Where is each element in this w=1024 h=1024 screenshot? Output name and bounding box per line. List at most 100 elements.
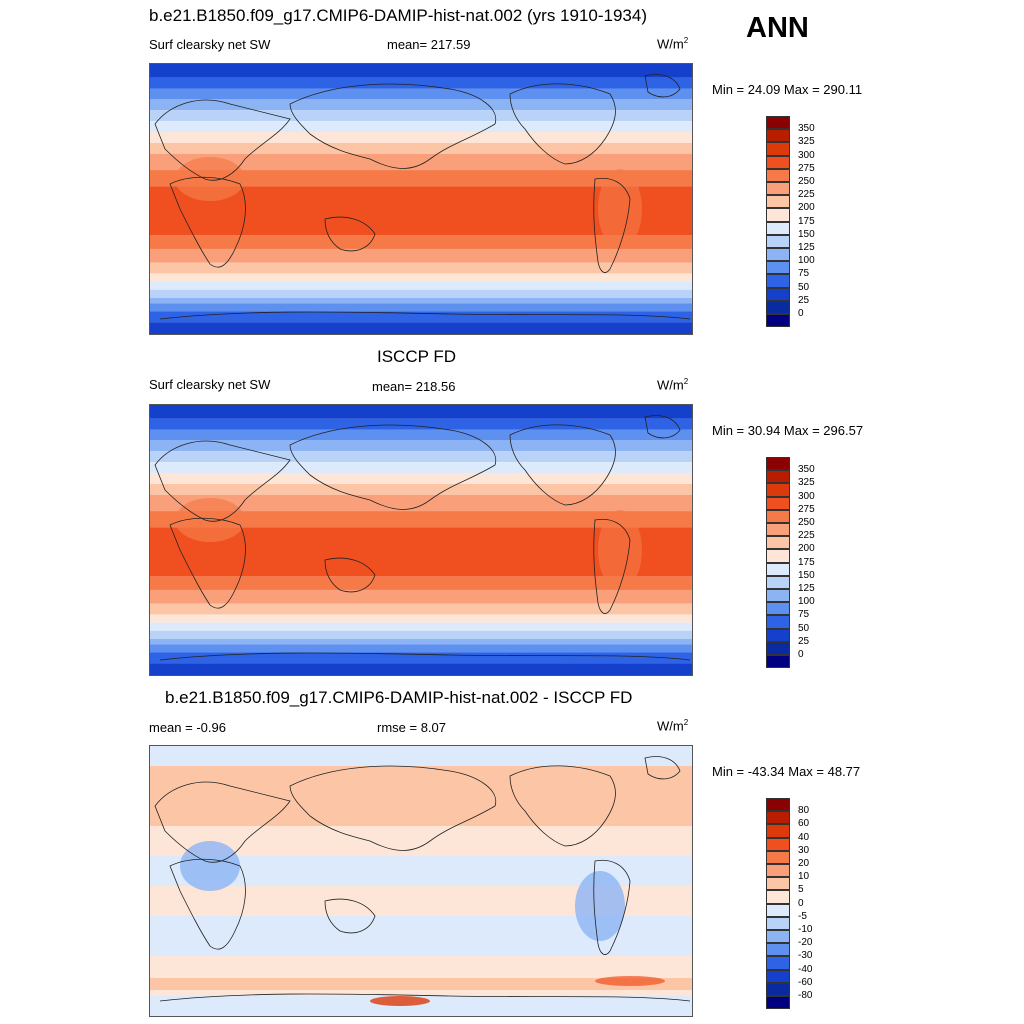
season-label: ANN	[746, 12, 809, 44]
colorbar-swatch	[766, 509, 790, 523]
coastlines	[154, 74, 691, 320]
colorbar-swatch	[766, 234, 790, 248]
panel-3-minmax: Min = -43.34 Max = 48.77	[712, 764, 861, 779]
colorbar-tick-label: 125	[798, 242, 815, 253]
colorbar-tick-label: 150	[798, 228, 815, 240]
colorbar-tick-label: 50	[798, 622, 810, 634]
colorbar-swatch	[766, 930, 790, 944]
colorbar-tick-label: 175	[798, 556, 815, 568]
colorbar-tick-label: 0	[798, 308, 804, 319]
colorbar-swatch	[766, 182, 790, 196]
colorbar-swatch	[766, 195, 790, 209]
colorbar-swatch	[766, 916, 790, 930]
colorbar-swatch	[766, 655, 790, 669]
colorbar-tick-label: -40	[798, 963, 813, 975]
panel-1-minmax: Min = 24.09 Max = 290.11	[712, 82, 863, 97]
colorbar-swatch	[766, 287, 790, 301]
colorbar-tick-label: -80	[798, 990, 813, 1001]
panel-1-mean-label: mean= 217.59	[387, 37, 471, 52]
colorbar-tick-label: 325	[798, 477, 815, 489]
panel-1-variable-label: Surf clearsky net SW	[149, 37, 271, 52]
colorbar-swatch	[766, 483, 790, 497]
colorbar-swatch	[766, 470, 790, 484]
colorbar-swatch	[766, 496, 790, 510]
panel-2-map-svg	[150, 405, 692, 675]
colorbar-tick-label: 325	[798, 136, 815, 148]
colorbar-swatch	[766, 628, 790, 642]
colorbar-swatch	[766, 116, 790, 130]
panel-1-map	[149, 63, 693, 335]
colorbar-tick-label: 10	[798, 871, 810, 883]
colorbar-tick-label: 300	[798, 490, 815, 502]
colorbar-swatch	[766, 575, 790, 589]
colorbar-swatch	[766, 850, 790, 864]
colorbar-swatch	[766, 142, 790, 156]
colorbar-swatch	[766, 562, 790, 576]
colorbar-tick-label: 75	[798, 609, 810, 621]
colorbar-swatch	[766, 890, 790, 904]
colorbar-swatch	[766, 549, 790, 563]
panel-1-units: W/m2	[657, 36, 689, 52]
colorbar-swatch	[766, 248, 790, 262]
colorbar-tick-label: -10	[798, 924, 813, 935]
colorbar-tick-label: 80	[798, 805, 810, 817]
colorbar-tick-label: 250	[798, 517, 815, 528]
colorbar-swatch	[766, 155, 790, 169]
colorbar-tick-label: 300	[798, 149, 815, 161]
colorbar-tick-label: 40	[798, 831, 810, 843]
panel-2-variable-label: Surf clearsky net SW	[149, 377, 271, 392]
colorbar-swatch	[766, 314, 790, 328]
colorbar-swatch	[766, 208, 790, 222]
colorbar-swatch	[766, 982, 790, 996]
colorbar-tick-label: 275	[798, 503, 815, 515]
colorbar-swatch	[766, 261, 790, 275]
colorbar-tick-label: 225	[798, 189, 815, 201]
colorbar-tick-label: 20	[798, 858, 810, 869]
colorbar-swatch	[766, 811, 790, 825]
colorbar-tick-label: -5	[798, 910, 807, 922]
colorbar-tick-label: 5	[798, 884, 804, 896]
panel-2-title: ISCCP FD	[377, 347, 457, 366]
panel-2-map	[149, 404, 693, 676]
colorbar-tick-label: 100	[798, 255, 815, 267]
colorbar-tick-label: 0	[798, 649, 804, 660]
colorbar-swatch	[766, 457, 790, 471]
panel-1-map-svg	[150, 64, 692, 334]
colorbar-swatch	[766, 969, 790, 983]
panel-3-title: b.e21.B1850.f09_g17.CMIP6-DAMIP-hist-nat…	[165, 688, 633, 707]
colorbar-tick-label: 25	[798, 635, 810, 647]
colorbar-swatch	[766, 536, 790, 550]
panel-3-rmse-label: rmse = 8.07	[377, 720, 447, 735]
colorbar-tick-label: 225	[798, 530, 815, 542]
colorbar-tick-label: -60	[798, 976, 813, 988]
coastlines	[154, 756, 691, 1002]
panel-2-minmax: Min = 30.94 Max = 296.57	[712, 423, 864, 438]
colorbar-swatch	[766, 615, 790, 629]
panel-2-units: W/m2	[657, 377, 689, 393]
colorbar-swatch	[766, 798, 790, 812]
colorbar-swatch	[766, 956, 790, 970]
colorbar-tick-label: 75	[798, 268, 810, 280]
colorbar-tick-label: 30	[798, 844, 810, 856]
panel-1-title: b.e21.B1850.f09_g17.CMIP6-DAMIP-hist-nat…	[149, 6, 647, 25]
colorbar-swatch	[766, 589, 790, 603]
coastlines	[154, 415, 691, 661]
colorbar-tick-label: 350	[798, 123, 815, 135]
colorbar-tick-label: 25	[798, 294, 810, 306]
colorbar-swatch	[766, 602, 790, 616]
colorbar-tick-label: 150	[798, 569, 815, 581]
colorbar-swatch	[766, 221, 790, 235]
colorbar-swatch	[766, 824, 790, 838]
colorbar-tick-label: 0	[798, 897, 804, 909]
colorbar-tick-label: 100	[798, 596, 815, 608]
colorbar-swatch	[766, 523, 790, 537]
colorbar-swatch	[766, 837, 790, 851]
colorbar-tick-label: 250	[798, 176, 815, 187]
colorbar-tick-label: 175	[798, 215, 815, 227]
colorbar-tick-label: -30	[798, 950, 813, 962]
colorbar-tick-label: 200	[798, 543, 815, 555]
colorbar-swatch	[766, 943, 790, 957]
panel-3-map	[149, 745, 693, 1017]
colorbar-swatch	[766, 641, 790, 655]
panel-3-units: W/m2	[657, 718, 689, 734]
